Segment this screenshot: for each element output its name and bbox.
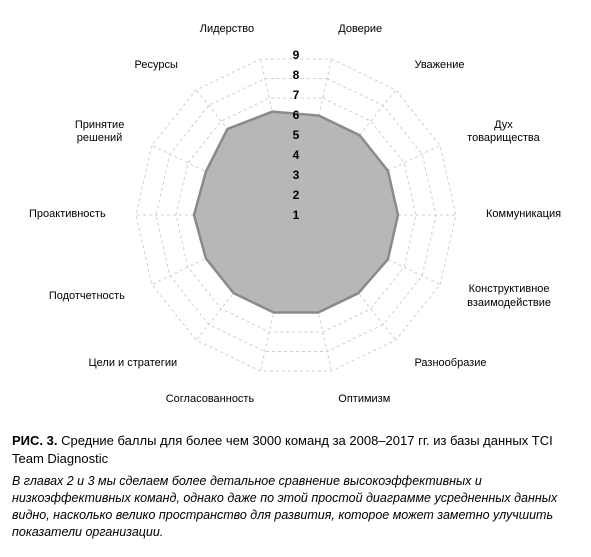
axis-label: Оптимизм bbox=[338, 393, 390, 407]
axis-label: Дух товарищества bbox=[467, 119, 540, 147]
axis-label: Принятие решений bbox=[75, 119, 125, 147]
figure-caption-text: Средние баллы для более чем 3000 команд … bbox=[12, 433, 553, 466]
radar-chart-container: 1 2 3 4 5 6 7 8 9 Доверие Уважение Дух товариществ… bbox=[0, 0, 591, 430]
figure-caption: РИС. 3. Средние баллы для более чем 3000… bbox=[0, 430, 591, 467]
figure-label: РИС. 3. bbox=[12, 433, 57, 448]
axis-label: Ресурсы bbox=[135, 59, 178, 73]
axis-label: Разнообразие bbox=[414, 357, 486, 371]
scale-label: 6 bbox=[293, 108, 300, 122]
axis-label: Доверие bbox=[338, 23, 382, 37]
scale-label: 7 bbox=[293, 88, 300, 102]
axis-label: Подотчетность bbox=[49, 290, 125, 304]
scale-label: 9 bbox=[293, 48, 300, 62]
axis-label: Коммуникация bbox=[486, 208, 561, 222]
scale-label: 1 bbox=[293, 208, 300, 222]
scale-label: 2 bbox=[293, 188, 300, 202]
axis-label: Проактивность bbox=[29, 208, 106, 222]
axis-label: Конструктивное взаимодействие bbox=[467, 283, 551, 311]
axis-label: Уважение bbox=[414, 59, 464, 73]
axis-label: Лидерство bbox=[200, 23, 254, 37]
figure-note: В главах 2 и 3 мы сделаем более детально… bbox=[0, 467, 591, 541]
axis-label: Цели и стратегии bbox=[89, 357, 178, 371]
axis-label: Согласованность bbox=[166, 393, 254, 407]
scale-label: 5 bbox=[293, 128, 300, 142]
scale-label: 8 bbox=[293, 68, 300, 82]
scale-label: 3 bbox=[293, 168, 300, 182]
scale-label: 4 bbox=[293, 148, 300, 162]
